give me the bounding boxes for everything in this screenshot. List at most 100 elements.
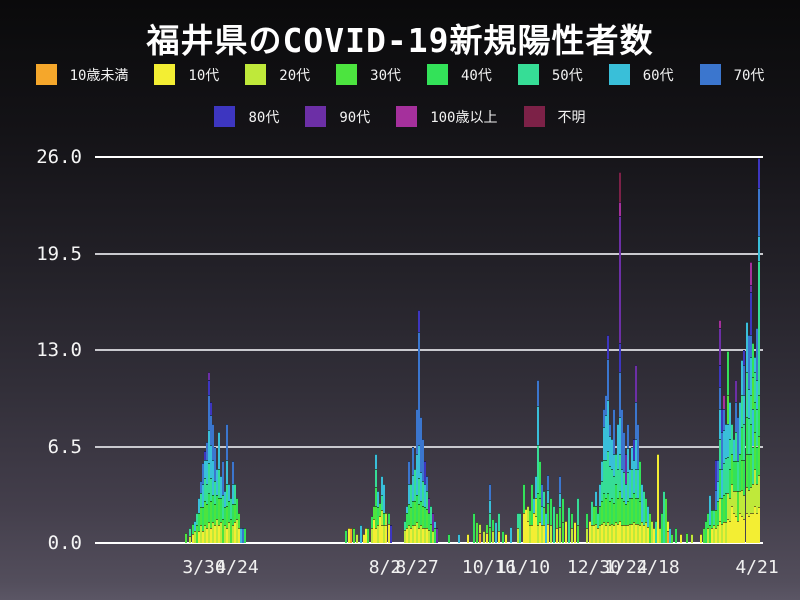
bar-segment: [659, 528, 662, 543]
bar-segment: [619, 416, 622, 454]
bar-segment: [743, 350, 746, 365]
bar-segment: [553, 505, 556, 543]
x-axis-tick-label: 2/18: [636, 557, 680, 578]
bar-segment: [196, 513, 199, 526]
bar-segment: [611, 468, 614, 499]
bar-segment: [748, 335, 751, 389]
bar-segment: [210, 477, 213, 502]
bar-segment: [408, 461, 411, 484]
bar-segment: [543, 525, 546, 543]
bar-segment: [432, 513, 435, 532]
bar-segment: [661, 513, 664, 543]
bar-segment: [371, 528, 374, 543]
bar-segment: [210, 401, 213, 416]
bar-segment: [725, 424, 728, 459]
bar-segment: [758, 474, 761, 508]
bar-segment: [373, 505, 376, 520]
bar-segment: [424, 483, 427, 508]
bar-segment: [379, 502, 382, 517]
bar-segment: [430, 523, 433, 543]
bar-segment: [713, 510, 716, 526]
bar-segment: [492, 531, 495, 543]
bar-segment: [617, 523, 620, 543]
bar-segment: [627, 471, 630, 502]
bar-segment: [631, 523, 634, 543]
bar-segment: [607, 358, 610, 401]
gridline: [95, 542, 763, 544]
gridline: [95, 156, 763, 158]
bar-segment: [365, 528, 368, 543]
bar-segment: [671, 534, 674, 543]
bar-segment: [707, 513, 710, 529]
bar-segment: [418, 528, 421, 543]
bar-segment: [232, 525, 235, 543]
bar-segment: [739, 513, 742, 543]
bar-segment: [619, 372, 622, 417]
bar-segment: [577, 498, 580, 526]
bar-segment: [523, 513, 526, 543]
bar-segment: [228, 483, 231, 502]
bar-segment: [631, 498, 634, 524]
bar-segment: [657, 453, 660, 543]
bar-segment: [609, 525, 612, 543]
bar-segment: [686, 532, 689, 543]
bar-segment: [198, 531, 201, 543]
bar-segment: [625, 504, 628, 526]
bar-segment: [723, 462, 726, 496]
bar-segment: [627, 501, 630, 526]
bar-segment: [743, 495, 746, 520]
bar-segment: [607, 450, 610, 493]
bar-segment: [244, 528, 247, 543]
bar-segment: [204, 477, 207, 502]
bar-segment: [731, 424, 734, 454]
bar-segment: [645, 522, 648, 543]
bar-segment: [428, 529, 431, 543]
legend-label: 20代: [279, 67, 311, 84]
bar-segment: [375, 486, 378, 506]
bar-segment: [750, 424, 753, 454]
bar-segment: [414, 525, 417, 543]
bar-segment: [381, 476, 384, 496]
bar-segment: [434, 520, 437, 529]
bar-segment: [607, 400, 610, 451]
legend-color-swatch: [336, 64, 358, 85]
bar-segment: [537, 445, 540, 493]
bar-segment: [234, 504, 237, 523]
bar-segment: [611, 523, 614, 543]
bar-segment: [517, 513, 520, 529]
bar-segment: [609, 465, 612, 502]
bar-segment: [502, 531, 505, 543]
bar-segment: [731, 483, 734, 506]
x-axis-tick-label: 11/10: [495, 557, 551, 578]
bar-segment: [385, 525, 388, 543]
bar-segment: [715, 459, 718, 490]
bar-segment: [194, 531, 197, 543]
bar-segment: [756, 327, 759, 380]
bar-segment: [595, 491, 598, 506]
bar-segment: [388, 513, 391, 524]
bar-segment: [234, 522, 237, 543]
bar-segment: [200, 492, 203, 508]
legend-color-swatch: [608, 64, 630, 85]
bar-segment: [236, 519, 239, 543]
bar-segment: [527, 505, 530, 521]
bar-segment: [601, 501, 604, 524]
bar-segment: [381, 510, 384, 526]
bar-segment: [733, 513, 736, 543]
bar-segment: [649, 513, 652, 543]
bar-segment: [208, 379, 211, 395]
bar-segment: [224, 525, 227, 543]
legend-item: 100歳以上: [396, 106, 498, 127]
bar-segment: [655, 520, 658, 543]
bar-segment: [479, 523, 482, 533]
bar-segment: [743, 459, 746, 496]
bar-segment: [226, 459, 229, 484]
bar-segment: [621, 498, 624, 526]
bar-segment: [381, 525, 384, 543]
bar-segment: [611, 498, 614, 524]
x-axis-tick-label: 12/30: [566, 557, 622, 578]
gridline: [95, 252, 763, 255]
bar-segment: [198, 513, 201, 532]
bar-segment: [725, 492, 728, 523]
